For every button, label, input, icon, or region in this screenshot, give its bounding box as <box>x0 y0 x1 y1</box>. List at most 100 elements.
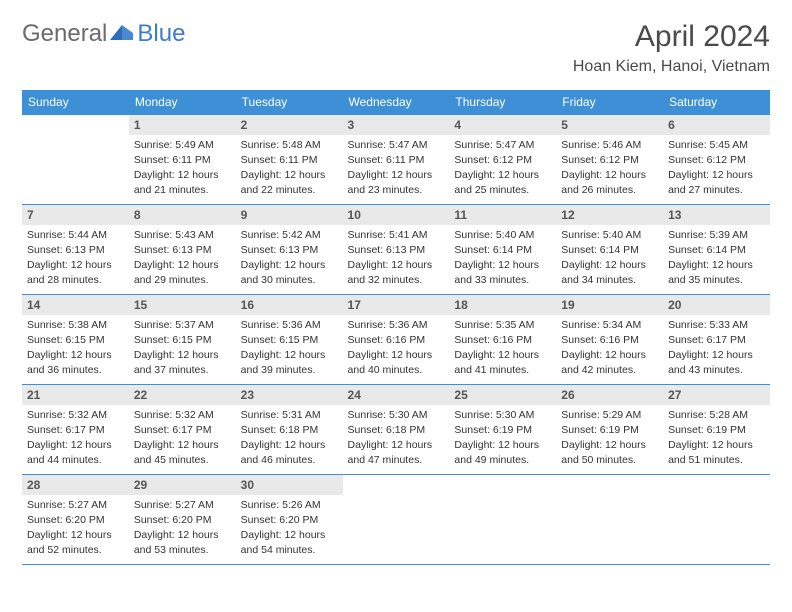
day-number: 7 <box>22 205 129 225</box>
sunrise-line: Sunrise: 5:36 AM <box>348 318 445 332</box>
day-cell: 16Sunrise: 5:36 AMSunset: 6:15 PMDayligh… <box>236 295 343 385</box>
sunset-line: Sunset: 6:14 PM <box>561 243 658 257</box>
day-cell: 12Sunrise: 5:40 AMSunset: 6:14 PMDayligh… <box>556 205 663 295</box>
day-cell: 21Sunrise: 5:32 AMSunset: 6:17 PMDayligh… <box>22 385 129 475</box>
daylight-line: Daylight: 12 hours and 47 minutes. <box>348 438 445 466</box>
sunrise-line: Sunrise: 5:46 AM <box>561 138 658 152</box>
daylight-line: Daylight: 12 hours and 49 minutes. <box>454 438 551 466</box>
day-number: 6 <box>663 115 770 135</box>
day-number: 20 <box>663 295 770 315</box>
month-title: April 2024 <box>573 20 770 54</box>
day-details: Sunrise: 5:46 AMSunset: 6:12 PMDaylight:… <box>556 135 663 203</box>
sunrise-line: Sunrise: 5:30 AM <box>454 408 551 422</box>
sunset-line: Sunset: 6:13 PM <box>348 243 445 257</box>
sunrise-line: Sunrise: 5:32 AM <box>134 408 231 422</box>
daylight-line: Daylight: 12 hours and 35 minutes. <box>668 258 765 286</box>
day-number: 24 <box>343 385 450 405</box>
weekday-header: Tuesday <box>236 90 343 115</box>
day-details: Sunrise: 5:27 AMSunset: 6:20 PMDaylight:… <box>129 495 236 563</box>
sunrise-line: Sunrise: 5:32 AM <box>27 408 124 422</box>
sunset-line: Sunset: 6:20 PM <box>27 513 124 527</box>
sunset-line: Sunset: 6:20 PM <box>134 513 231 527</box>
sunrise-line: Sunrise: 5:30 AM <box>348 408 445 422</box>
day-number: 29 <box>129 475 236 495</box>
sunset-line: Sunset: 6:19 PM <box>668 423 765 437</box>
sunset-line: Sunset: 6:14 PM <box>454 243 551 257</box>
day-number: 10 <box>343 205 450 225</box>
daylight-line: Daylight: 12 hours and 23 minutes. <box>348 168 445 196</box>
sunset-line: Sunset: 6:14 PM <box>668 243 765 257</box>
day-cell: 5Sunrise: 5:46 AMSunset: 6:12 PMDaylight… <box>556 115 663 205</box>
day-cell: 27Sunrise: 5:28 AMSunset: 6:19 PMDayligh… <box>663 385 770 475</box>
sunset-line: Sunset: 6:15 PM <box>134 333 231 347</box>
logo-icon <box>109 20 135 48</box>
day-cell: 11Sunrise: 5:40 AMSunset: 6:14 PMDayligh… <box>449 205 556 295</box>
day-number: 16 <box>236 295 343 315</box>
day-number: 11 <box>449 205 556 225</box>
sunrise-line: Sunrise: 5:40 AM <box>454 228 551 242</box>
sunset-line: Sunset: 6:19 PM <box>454 423 551 437</box>
sunrise-line: Sunrise: 5:37 AM <box>134 318 231 332</box>
day-number: 5 <box>556 115 663 135</box>
day-number: 17 <box>343 295 450 315</box>
day-details: Sunrise: 5:29 AMSunset: 6:19 PMDaylight:… <box>556 405 663 473</box>
day-cell: 24 Sunrise: 5:30 AMSunset: 6:18 PMDayligh… <box>343 385 450 475</box>
sunrise-line: Sunrise: 5:27 AM <box>27 498 124 512</box>
day-details: Sunrise: 5:47 AMSunset: 6:11 PMDaylight:… <box>343 135 450 203</box>
day-number: 26 <box>556 385 663 405</box>
daylight-line: Daylight: 12 hours and 27 minutes. <box>668 168 765 196</box>
day-details: Sunrise: 5:38 AMSunset: 6:15 PMDaylight:… <box>22 315 129 383</box>
day-details: Sunrise: 5:43 AMSunset: 6:13 PMDaylight:… <box>129 225 236 293</box>
day-cell: 30Sunrise: 5:26 AMSunset: 6:20 PMDayligh… <box>236 475 343 565</box>
day-number: 19 <box>556 295 663 315</box>
day-details: Sunrise: 5:36 AMSunset: 6:15 PMDaylight:… <box>236 315 343 383</box>
daylight-line: Daylight: 12 hours and 30 minutes. <box>241 258 338 286</box>
day-details: Sunrise: 5:41 AMSunset: 6:13 PMDaylight:… <box>343 225 450 293</box>
daylight-line: Daylight: 12 hours and 25 minutes. <box>454 168 551 196</box>
day-cell: 19Sunrise: 5:34 AMSunset: 6:16 PMDayligh… <box>556 295 663 385</box>
sunset-line: Sunset: 6:16 PM <box>561 333 658 347</box>
daylight-line: Daylight: 12 hours and 51 minutes. <box>668 438 765 466</box>
day-number: 25 <box>449 385 556 405</box>
day-number: 22 <box>129 385 236 405</box>
sunrise-line: Sunrise: 5:26 AM <box>241 498 338 512</box>
weekday-header: Sunday <box>22 90 129 115</box>
daylight-line: Daylight: 12 hours and 43 minutes. <box>668 348 765 376</box>
day-details: Sunrise: 5:36 AMSunset: 6:16 PMDaylight:… <box>343 315 450 383</box>
sunset-line: Sunset: 6:18 PM <box>348 423 445 437</box>
daylight-line: Daylight: 12 hours and 39 minutes. <box>241 348 338 376</box>
calendar-row: 28Sunrise: 5:27 AMSunset: 6:20 PMDayligh… <box>22 475 770 565</box>
sunset-line: Sunset: 6:12 PM <box>454 153 551 167</box>
day-details: Sunrise: 5:45 AMSunset: 6:12 PMDaylight:… <box>663 135 770 203</box>
day-cell: 26Sunrise: 5:29 AMSunset: 6:19 PMDayligh… <box>556 385 663 475</box>
daylight-line: Daylight: 12 hours and 54 minutes. <box>241 528 338 556</box>
calendar-row: 1Sunrise: 5:49 AMSunset: 6:11 PMDaylight… <box>22 115 770 205</box>
day-number: 9 <box>236 205 343 225</box>
day-cell: 20Sunrise: 5:33 AMSunset: 6:17 PMDayligh… <box>663 295 770 385</box>
day-number: 27 <box>663 385 770 405</box>
day-details: Sunrise: 5:35 AMSunset: 6:16 PMDaylight:… <box>449 315 556 383</box>
day-number: 1 <box>129 115 236 135</box>
sunrise-line: Sunrise: 5:34 AM <box>561 318 658 332</box>
daylight-line: Daylight: 12 hours and 32 minutes. <box>348 258 445 286</box>
day-details: Sunrise: 5:40 AMSunset: 6:14 PMDaylight:… <box>449 225 556 293</box>
daylight-line: Daylight: 12 hours and 21 minutes. <box>134 168 231 196</box>
daylight-line: Daylight: 12 hours and 34 minutes. <box>561 258 658 286</box>
sunrise-line: Sunrise: 5:44 AM <box>27 228 124 242</box>
day-details: Sunrise: 5:32 AMSunset: 6:17 PMDaylight:… <box>22 405 129 473</box>
sunset-line: Sunset: 6:17 PM <box>134 423 231 437</box>
sunset-line: Sunset: 6:12 PM <box>561 153 658 167</box>
sunrise-line: Sunrise: 5:35 AM <box>454 318 551 332</box>
daylight-line: Daylight: 12 hours and 37 minutes. <box>134 348 231 376</box>
sunrise-line: Sunrise: 5:49 AM <box>134 138 231 152</box>
sunrise-line: Sunrise: 5:40 AM <box>561 228 658 242</box>
sunrise-line: Sunrise: 5:31 AM <box>241 408 338 422</box>
day-cell: 29Sunrise: 5:27 AMSunset: 6:20 PMDayligh… <box>129 475 236 565</box>
daylight-line: Daylight: 12 hours and 29 minutes. <box>134 258 231 286</box>
day-number: 14 <box>22 295 129 315</box>
day-details: Sunrise: 5:47 AMSunset: 6:12 PMDaylight:… <box>449 135 556 203</box>
day-details: Sunrise: 5:44 AMSunset: 6:13 PMDaylight:… <box>22 225 129 293</box>
day-number: 4 <box>449 115 556 135</box>
day-cell: 3Sunrise: 5:47 AMSunset: 6:11 PMDaylight… <box>343 115 450 205</box>
daylight-line: Daylight: 12 hours and 28 minutes. <box>27 258 124 286</box>
